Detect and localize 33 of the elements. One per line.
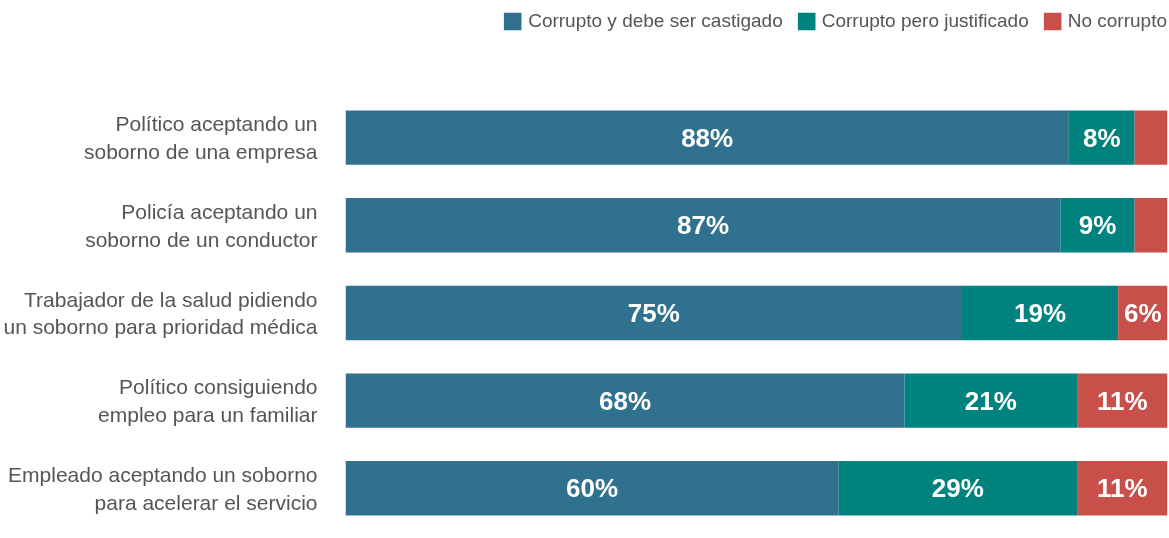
bar [345, 373, 905, 428]
bar [345, 198, 1061, 253]
y-tick-label: Político consiguiendo empleo para un familiar [98, 375, 318, 426]
data-label: 75% [627, 297, 680, 328]
legend-label: Corrupto pero justificado [821, 10, 1029, 32]
bar [345, 285, 962, 341]
data-label: 11% [1096, 473, 1148, 504]
y-tick-label: Policía aceptando un soborno de un conductor [85, 199, 318, 251]
data-label: 19% [1014, 297, 1067, 328]
bar [345, 110, 1069, 165]
data-label: 88% [681, 122, 734, 153]
data-label: 68% [598, 385, 652, 416]
bar [1134, 198, 1168, 253]
data-label: 87% [677, 210, 730, 241]
data-label: 8% [1082, 122, 1121, 153]
bar [1068, 110, 1135, 165]
data-label: 6% [1124, 297, 1162, 328]
bar [904, 373, 1078, 428]
bar [1134, 110, 1168, 165]
data-label: 21% [964, 385, 1017, 416]
bar [1077, 373, 1168, 428]
y-tick-label: Empleado aceptando un soborno para acelerar el servicio [8, 462, 318, 514]
data-label: 9% [1078, 210, 1117, 241]
data-label: 60% [566, 473, 619, 504]
legend-label: Corrupto y debe ser castigado [528, 10, 783, 32]
y-tick-label: Político aceptando un soborno de una empresa [84, 112, 318, 163]
data-label: 29% [931, 473, 984, 504]
bar [962, 285, 1119, 341]
bar [345, 461, 839, 516]
legend-label: No corrupto [1067, 10, 1167, 32]
data-label: 11% [1096, 385, 1148, 416]
bar [838, 461, 1078, 516]
y-tick-label: Trabajador de la salud pidiendo un soborno para prioridad médica [3, 287, 318, 339]
